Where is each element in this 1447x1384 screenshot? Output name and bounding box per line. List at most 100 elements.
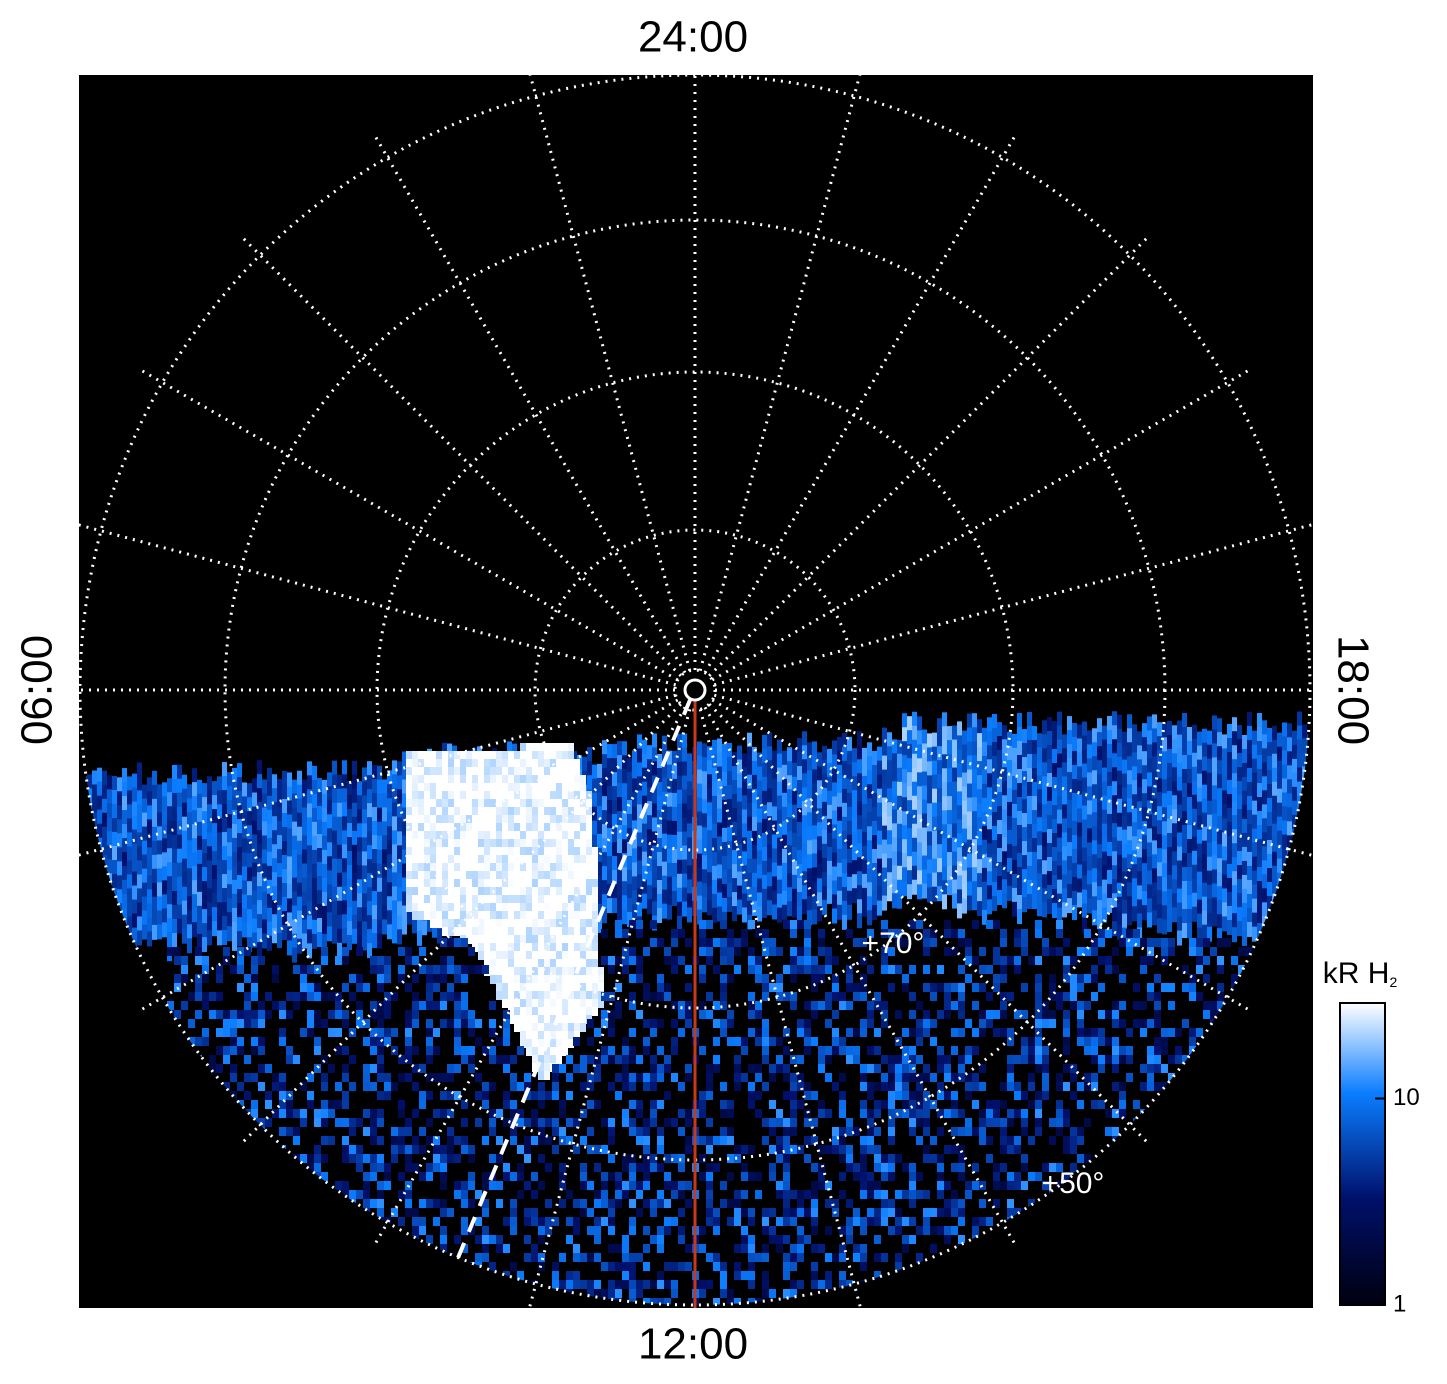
- aurora-pixel: [532, 887, 538, 896]
- aurora-pixel: [1142, 807, 1147, 823]
- aurora-pixel: [454, 823, 460, 832]
- aurora-pixel: [1302, 752, 1307, 768]
- aurora-pixel: [265, 1091, 272, 1100]
- aurora-pixel: [391, 992, 398, 1001]
- aurora-pixel: [502, 831, 508, 840]
- aurora-pixel: [267, 837, 272, 853]
- aurora-pixel: [767, 760, 772, 776]
- aurora-pixel: [327, 828, 332, 844]
- aurora-pixel: [1012, 803, 1017, 819]
- aurora-pixel: [1192, 808, 1197, 824]
- aurora-pixel: [1257, 727, 1262, 743]
- aurora-pixel: [312, 835, 317, 851]
- aurora-pixel: [832, 880, 837, 896]
- aurora-pixel: [977, 831, 982, 847]
- aurora-pixel: [526, 935, 532, 944]
- aurora-pixel: [212, 907, 217, 923]
- aurora-pixel: [1207, 730, 1212, 746]
- aurora-pixel: [932, 788, 937, 804]
- aurora-pixel: [356, 1001, 363, 1010]
- aurora-pixel: [508, 919, 514, 928]
- aurora-pixel: [484, 759, 490, 768]
- aurora-pixel: [586, 975, 592, 984]
- aurora-pixel: [1002, 837, 1007, 853]
- aurora-pixel: [538, 799, 544, 808]
- aurora-pixel: [508, 959, 514, 968]
- aurora-pixel: [1007, 787, 1012, 803]
- aurora-pixel: [1212, 715, 1217, 731]
- aurora-pixel: [454, 863, 460, 872]
- aurora-pixel: [287, 828, 292, 844]
- aurora-pixel: [1142, 737, 1147, 753]
- aurora-pixel: [392, 802, 397, 818]
- aurora-pixel: [532, 863, 538, 872]
- aurora-pixel: [342, 816, 347, 832]
- aurora-pixel: [862, 873, 867, 889]
- aurora-pixel: [982, 909, 987, 925]
- aurora-pixel: [872, 835, 877, 851]
- aurora-pixel: [932, 746, 937, 762]
- aurora-pixel: [1157, 778, 1162, 794]
- aurora-pixel: [127, 916, 132, 932]
- aurora-pixel: [544, 983, 550, 992]
- aurora-pixel: [232, 921, 237, 937]
- aurora-pixel: [197, 821, 202, 837]
- aurora-pixel: [232, 851, 237, 867]
- aurora-pixel: [508, 903, 514, 912]
- aurora-pixel: [1202, 742, 1207, 758]
- aurora-pixel: [972, 853, 977, 869]
- aurora-pixel: [514, 967, 520, 976]
- aurora-pixel: [647, 829, 652, 845]
- aurora-pixel: [568, 927, 574, 936]
- aurora-pixel: [892, 837, 897, 853]
- aurora-pixel: [1277, 816, 1282, 832]
- aurora-pixel: [187, 826, 192, 842]
- aurora-pixel: [832, 824, 837, 840]
- aurora-pixel: [157, 910, 162, 926]
- aurora-pixel: [532, 895, 538, 904]
- aurora-pixel: [433, 1217, 440, 1226]
- aurora-pixel: [217, 902, 222, 918]
- aurora-pixel: [167, 1001, 174, 1010]
- aurora-pixel: [797, 850, 802, 866]
- aurora-pixel: [872, 821, 877, 837]
- aurora-pixel: [712, 823, 717, 839]
- aurora-pixel: [466, 807, 472, 816]
- aurora-pixel: [1007, 857, 1012, 873]
- aurora-pixel: [160, 1307, 167, 1316]
- aurora-pixel: [568, 831, 574, 840]
- aurora-pixel: [827, 804, 832, 820]
- aurora-pixel: [622, 895, 627, 911]
- aurora-pixel: [520, 927, 526, 936]
- aurora-pixel: [747, 872, 752, 888]
- aurora-pixel: [1107, 813, 1112, 829]
- aurora-pixel: [387, 896, 392, 912]
- aurora-pixel: [877, 830, 882, 846]
- aurora-pixel: [1142, 765, 1147, 781]
- aurora-pixel: [514, 879, 520, 888]
- aurora-pixel: [337, 928, 342, 944]
- aurora-pixel: [572, 751, 577, 767]
- aurora-pixel: [832, 810, 837, 826]
- aurora-pixel: [807, 784, 812, 800]
- aurora-pixel: [568, 959, 574, 968]
- aurora-pixel: [627, 897, 632, 913]
- aurora-pixel: [792, 832, 797, 848]
- aurora-pixel: [384, 1010, 391, 1019]
- aurora-pixel: [122, 796, 127, 812]
- aurora-pixel: [448, 823, 454, 832]
- aurora-pixel: [532, 999, 538, 1008]
- aurora-pixel: [942, 726, 947, 742]
- aurora-pixel: [1177, 874, 1182, 890]
- aurora-pixel: [580, 799, 586, 808]
- aurora-pixel: [637, 790, 642, 806]
- aurora-pixel: [1107, 743, 1112, 759]
- aurora-pixel: [142, 896, 147, 912]
- aurora-pixel: [607, 800, 612, 816]
- aurora-pixel: [982, 881, 987, 897]
- aurora-pixel: [342, 1100, 349, 1109]
- aurora-pixel: [677, 887, 682, 903]
- aurora-pixel: [520, 863, 526, 872]
- aurora-pixel: [322, 933, 327, 949]
- aurora-pixel: [496, 815, 502, 824]
